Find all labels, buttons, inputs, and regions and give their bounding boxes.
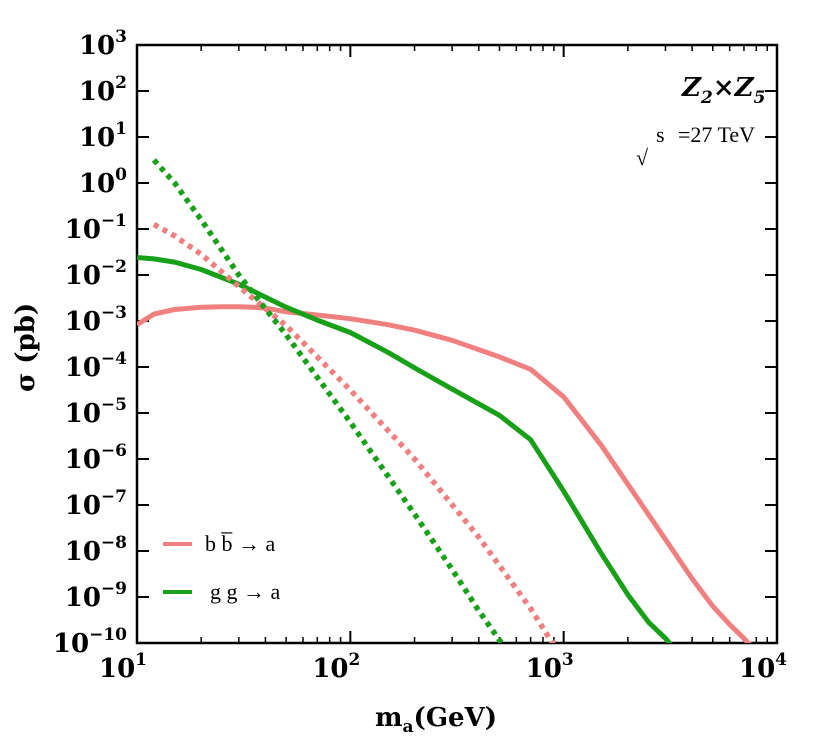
x-tick-label: 103 <box>526 650 574 684</box>
series-line-3 <box>151 158 505 643</box>
y-ticks: 103 102 101 100 10−1 10−2 10−3 10−4 10−5 10−6 10−7… <box>53 27 777 659</box>
y-axis-title: σ (pb) <box>11 303 41 392</box>
y-tick-label: 10−6 <box>65 441 127 475</box>
legend-label-gg: g g → a <box>210 579 281 604</box>
x-axis-title: ma(GeV) <box>375 703 497 737</box>
y-tick-label: 10−2 <box>65 257 127 291</box>
y-tick-label: 10−10 <box>53 625 127 659</box>
y-tick-label: 102 <box>79 73 127 107</box>
series-line-1 <box>137 255 673 643</box>
legend-label-bb: b b̅ → a <box>205 531 276 556</box>
y-tick-label: 10−1 <box>65 211 127 245</box>
x-tick-label: 104 <box>739 650 787 684</box>
y-tick-label: 10−3 <box>65 303 127 337</box>
energy-label: =27 TeV <box>678 122 755 147</box>
y-tick-label: 100 <box>79 165 127 199</box>
y-tick-label: 10−4 <box>65 349 127 383</box>
y-tick-label: 103 <box>79 27 127 61</box>
series-layer <box>137 158 752 643</box>
y-tick-label: 101 <box>79 119 127 153</box>
series-line-0 <box>137 304 752 643</box>
y-tick-label: 10−7 <box>65 487 127 521</box>
sqrt-symbol: √ <box>636 145 649 170</box>
x-ticks: 101 102 103 104 <box>99 45 787 684</box>
model-label: Z2×Z5 <box>681 73 765 108</box>
x-tick-label: 101 <box>99 650 147 684</box>
series-line-2 <box>152 221 556 643</box>
x-tick-label: 102 <box>312 650 360 684</box>
energy-s: s <box>656 122 665 147</box>
y-tick-label: 10−5 <box>65 395 127 429</box>
y-tick-label: 10−8 <box>65 533 127 567</box>
plot-frame <box>135 43 779 645</box>
legend: b b̅ → a g g → a <box>163 531 281 604</box>
y-tick-label: 10−9 <box>65 579 127 613</box>
